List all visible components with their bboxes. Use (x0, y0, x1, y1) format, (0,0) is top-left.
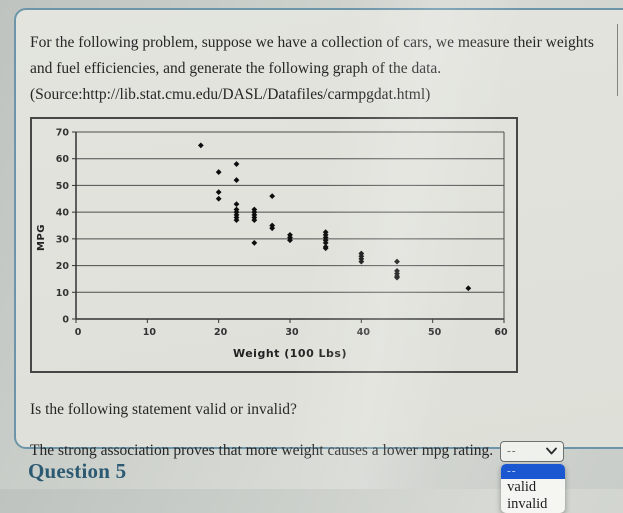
svg-text:20: 20 (56, 261, 70, 272)
svg-text:70: 70 (56, 128, 70, 139)
svg-text:MPG: MPG (36, 224, 47, 251)
statement-text: The strong association proves that more … (30, 442, 494, 459)
svg-text:30: 30 (285, 327, 299, 338)
mpg-scatter-chart: 0 10 20 30 40 50 60 70 0 10 20 30 40 50 60 Weight (100 … (36, 128, 508, 361)
dropdown-option-highlighted[interactable]: -- (501, 463, 566, 479)
svg-text:10: 10 (56, 288, 70, 299)
answer-select-wrap: -- -- valid invalid (500, 440, 566, 513)
dropdown-option-valid[interactable]: valid (507, 478, 537, 495)
chart-frame: 0 10 20 30 40 50 60 70 0 10 20 30 40 50 60 Weight (100 … (30, 117, 518, 373)
svg-text:20: 20 (214, 327, 228, 338)
right-edge-artifact (617, 24, 623, 96)
question-title: Question 5 (28, 459, 127, 483)
dropdown-menu: -- valid invalid (501, 463, 566, 513)
svg-text:60: 60 (56, 154, 70, 165)
dropdown-option-invalid[interactable]: invalid (507, 495, 548, 512)
svg-text:30: 30 (56, 234, 70, 245)
svg-text:40: 40 (357, 327, 371, 338)
svg-text:60: 60 (494, 327, 508, 338)
svg-text:50: 50 (428, 327, 442, 338)
svg-text:10: 10 (143, 327, 157, 338)
svg-text:0: 0 (75, 327, 82, 338)
question-card: For the following problem, suppose we ha… (14, 8, 623, 513)
svg-text:Weight (100 Lbs): Weight (100 Lbs) (233, 347, 347, 360)
svg-text:0: 0 (62, 315, 69, 326)
svg-text:50: 50 (56, 181, 70, 192)
source-text: (Source:http://lib.stat.cmu.edu/DASL/Dat… (30, 86, 431, 103)
intro-text: For the following problem, suppose we ha… (30, 34, 594, 77)
chevron-down-icon (546, 447, 558, 455)
svg-text:40: 40 (56, 208, 70, 219)
question-prompt: Is the following statement valid or inva… (30, 401, 297, 418)
selected-value: -- (507, 445, 517, 457)
answer-select[interactable]: -- (500, 440, 565, 462)
